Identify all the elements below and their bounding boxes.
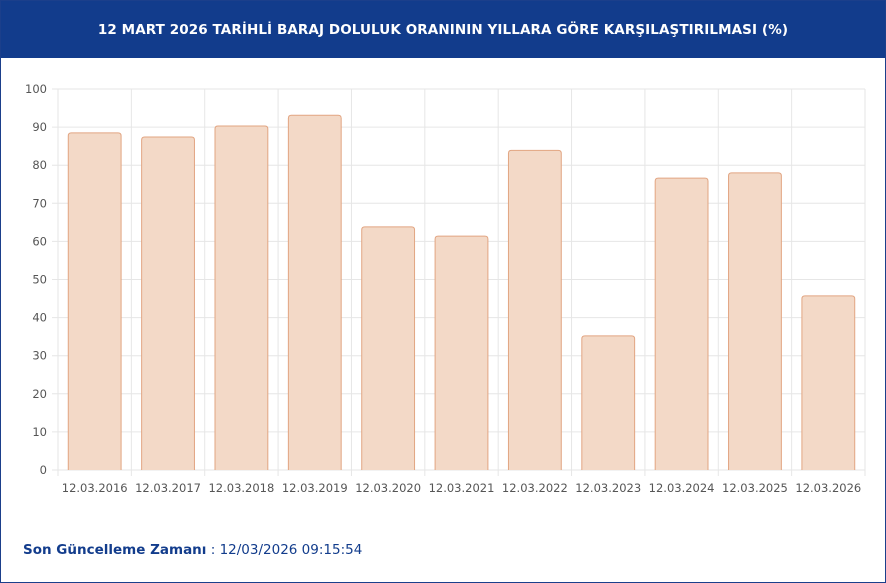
y-tick-label: 0 [40, 463, 47, 477]
x-tick-label: 12.03.2024 [649, 481, 715, 495]
chart-title: 12 MART 2026 TARİHLİ BARAJ DOLULUK ORANI… [97, 21, 789, 38]
bar [581, 335, 636, 470]
bar [654, 177, 709, 470]
bar [67, 132, 122, 470]
last-updated: Son Güncelleme Zamanı : 12/03/2026 09:15… [23, 542, 362, 558]
x-tick-label: 12.03.2022 [502, 481, 568, 495]
y-tick-label: 100 [25, 82, 47, 96]
bar [507, 149, 562, 470]
chart-area: 0 10 20 30 40 50 60 70 80 90 100 12.03.2016 12.03.20… [1, 58, 885, 518]
y-tick-label: 50 [32, 273, 47, 287]
x-tick-label: 12.03.2023 [575, 481, 641, 495]
y-tick-label: 20 [32, 387, 47, 401]
x-tick-label: 12.03.2017 [135, 481, 201, 495]
y-tick-label: 70 [32, 196, 47, 210]
bar [728, 172, 782, 470]
last-updated-label: Son Güncelleme Zamanı [23, 542, 207, 558]
bar [214, 125, 269, 470]
x-tick-label: 12.03.2016 [62, 481, 128, 495]
bar [361, 226, 416, 470]
bar [141, 136, 195, 470]
bar-chart: 0 10 20 30 40 50 60 70 80 90 100 12.03.2016 12.03.20… [25, 82, 866, 495]
x-tick-label: 12.03.2020 [355, 481, 421, 495]
y-tick-label: 10 [32, 425, 47, 439]
x-tick-label: 12.03.2025 [722, 481, 788, 495]
last-updated-separator: : [206, 542, 220, 558]
x-tick-label: 12.03.2021 [429, 481, 495, 495]
y-tick-label: 90 [32, 120, 47, 134]
y-tick-label: 30 [32, 349, 47, 363]
x-tick-label: 12.03.2018 [208, 481, 274, 495]
x-tick-label: 12.03.2019 [282, 481, 348, 495]
y-tick-label: 40 [32, 311, 47, 325]
bar [287, 114, 342, 470]
x-tick-label: 12.03.2026 [795, 481, 861, 495]
bar [434, 235, 489, 470]
y-tick-label: 60 [32, 234, 47, 248]
last-updated-value: 12/03/2026 09:15:54 [219, 542, 363, 558]
bar [801, 295, 856, 470]
chart-header: 12 MART 2026 TARİHLİ BARAJ DOLULUK ORANI… [1, 1, 885, 58]
y-tick-label: 80 [32, 158, 47, 172]
